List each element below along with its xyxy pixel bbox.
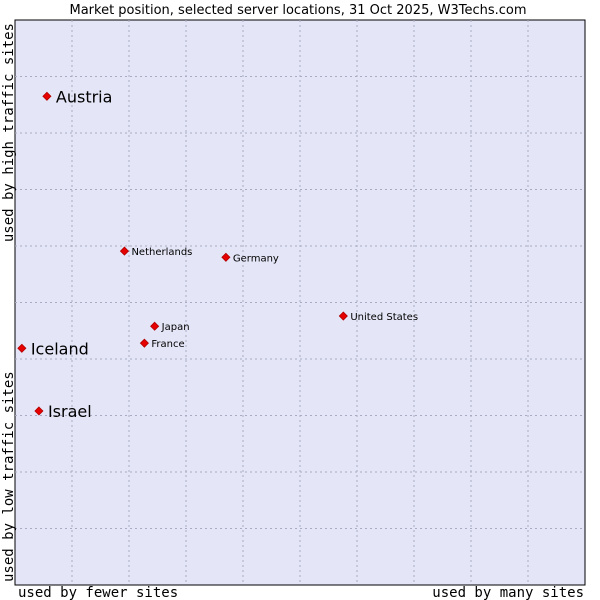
label-iceland: Iceland [31, 339, 89, 358]
data-point-germany: Germany [221, 252, 279, 264]
marker-israel [34, 406, 44, 416]
data-points: Austria Netherlands Germany United States Ja… [17, 87, 418, 421]
data-point-austria: Austria [42, 87, 113, 106]
data-point-france: France [139, 338, 185, 350]
label-austria: Austria [56, 87, 113, 106]
marker-france [139, 338, 149, 348]
marker-netherlands [119, 246, 130, 256]
data-point-united-states: United States [338, 311, 418, 323]
label-france: France [151, 339, 184, 350]
x-axis-label-right: used by many sites [432, 585, 584, 600]
chart-title: Market position, selected server locatio… [69, 3, 526, 18]
label-netherlands: Netherlands [131, 247, 192, 258]
label-germany: Germany [233, 253, 279, 264]
marker-iceland [17, 343, 27, 353]
y-axis-label-top: used by high traffic sites [1, 23, 17, 242]
label-israel: Israel [48, 402, 92, 421]
marker-japan [150, 321, 160, 331]
grid-lines [15, 20, 585, 585]
y-axis-label-bottom: used by low traffic sites [1, 371, 17, 582]
data-point-israel: Israel [34, 402, 92, 421]
label-united-states: United States [350, 312, 418, 323]
data-point-iceland: Iceland [17, 339, 89, 358]
x-axis-label-left: used by fewer sites [18, 585, 178, 600]
marker-united-states [338, 311, 348, 321]
label-japan: Japan [161, 322, 190, 333]
data-point-netherlands: Netherlands [119, 246, 192, 258]
marker-germany [221, 252, 231, 262]
data-point-japan: Japan [150, 321, 190, 333]
marker-austria [42, 91, 52, 101]
